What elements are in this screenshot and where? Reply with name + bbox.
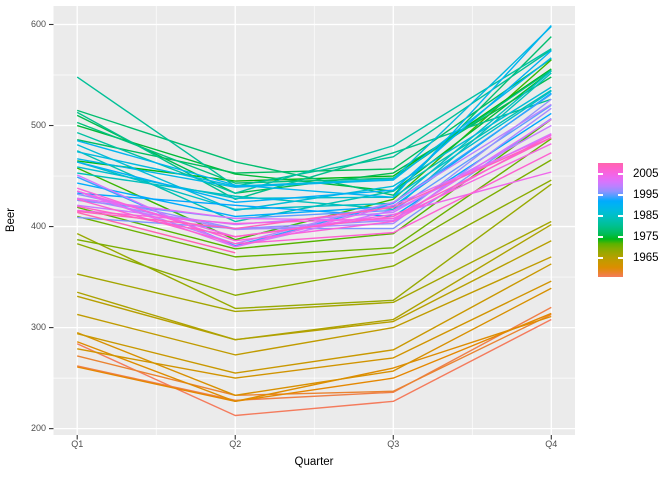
- legend-label: 1965: [633, 251, 659, 264]
- series-line-2010: [77, 211, 236, 254]
- series-line-1958: [77, 313, 552, 396]
- series-line-1969: [76, 179, 552, 296]
- legend-tick-mark: [617, 236, 623, 238]
- legend-tick-mark: [617, 173, 623, 175]
- series-line-1991: [77, 50, 552, 204]
- legend-tick-mark: [598, 257, 603, 259]
- series-line-1963: [77, 263, 552, 374]
- legend-tick-mark: [598, 194, 603, 196]
- series-line-1984: [77, 72, 552, 211]
- series-line-1995: [77, 104, 552, 220]
- legend-label: 1985: [633, 209, 659, 222]
- series-line-2005: [77, 143, 552, 225]
- series-line-1990: [77, 25, 552, 198]
- legend-tick-mark: [617, 194, 623, 196]
- series-line-1988: [77, 26, 552, 187]
- series-line-1964: [77, 256, 552, 356]
- y-axis-title: Beer: [5, 207, 17, 233]
- series-line-1979: [76, 69, 552, 184]
- legend-tick-mark: [617, 257, 623, 259]
- series-line-1993: [77, 112, 552, 218]
- legend-tick-mark: [598, 215, 603, 217]
- series-line-1967: [77, 220, 552, 313]
- series-line-1987: [76, 86, 552, 212]
- series-line-2009: [77, 137, 552, 230]
- series-line-1957: [77, 306, 552, 402]
- series-line-1970: [77, 159, 552, 271]
- series-line-1956: [76, 318, 552, 417]
- series-line-1959: [77, 312, 552, 403]
- series-line-2008: [77, 137, 552, 238]
- legend-colorbar: [598, 163, 623, 277]
- legend-label: 1995: [633, 188, 659, 201]
- series-line-1966: [77, 223, 552, 341]
- legend-tick-mark: [598, 173, 603, 175]
- series-line-1960: [76, 315, 552, 403]
- legend-tick-mark: [617, 215, 623, 217]
- legend-label: 2005: [633, 167, 659, 180]
- series-line-1965: [77, 240, 552, 341]
- series-line-1978: [76, 36, 552, 196]
- legend-tick-mark: [598, 236, 603, 238]
- series-line-2006: [76, 134, 552, 242]
- legend-label: 1975: [633, 230, 659, 243]
- x-axis-title: Quarter: [294, 456, 334, 468]
- series-line-1980: [76, 98, 552, 200]
- series-line-1989: [77, 57, 552, 188]
- series-line-1968: [76, 183, 552, 310]
- series-line-1962: [77, 280, 552, 379]
